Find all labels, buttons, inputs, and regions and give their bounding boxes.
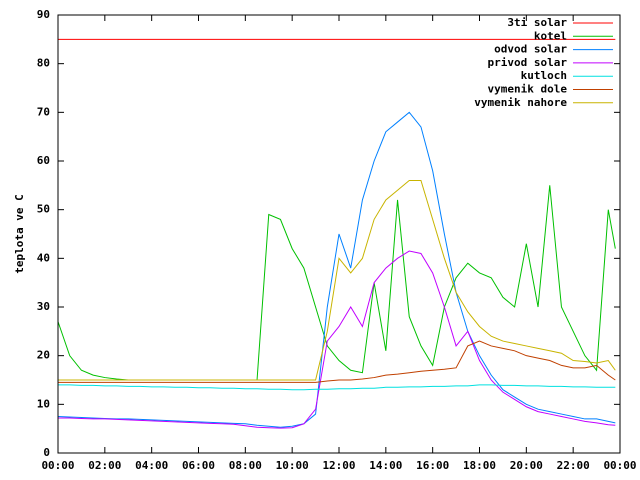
x-tick-label: 06:00 [182,459,215,472]
y-tick-label: 20 [37,349,50,362]
plot-border [57,14,621,454]
legend-label: kotel [534,29,567,42]
series-line [58,250,616,429]
x-tick-label: 20:00 [510,459,543,472]
y-tick-label: 50 [37,203,50,216]
y-tick-label: 90 [37,8,50,21]
y-tick-label: 0 [43,446,50,459]
legend-label: kutloch [521,69,567,82]
y-axis-label: teplota ve C [13,194,26,273]
y-tick-label: 10 [37,397,50,410]
y-tick-label: 80 [37,57,50,70]
legend-label: privod solar [488,56,568,69]
x-tick-label: 10:00 [276,459,309,472]
series-line [58,384,616,391]
x-tick-label: 04:00 [135,459,168,472]
legend-label: vymenik dole [488,83,568,96]
x-tick-label: 12:00 [322,459,355,472]
x-tick-label: 00:00 [41,459,74,472]
legend-label: odvod solar [494,43,567,56]
legend-label: 3ti solar [507,16,567,29]
x-tick-label: 02:00 [88,459,121,472]
legend-label: vymenik nahore [474,96,567,109]
y-tick-label: 40 [37,251,50,264]
x-tick-label: 08:00 [229,459,262,472]
series-line [58,179,616,381]
series-line [58,340,616,383]
x-tick-label: 14:00 [369,459,402,472]
x-tick-label: 18:00 [463,459,496,472]
y-tick-label: 60 [37,154,50,167]
series-line [57,111,616,428]
y-tick-label: 30 [37,300,50,313]
x-tick-label: 00:00 [603,459,636,472]
y-tick-label: 70 [37,105,50,118]
x-tick-label: 16:00 [416,459,449,472]
x-tick-label: 22:00 [557,459,590,472]
